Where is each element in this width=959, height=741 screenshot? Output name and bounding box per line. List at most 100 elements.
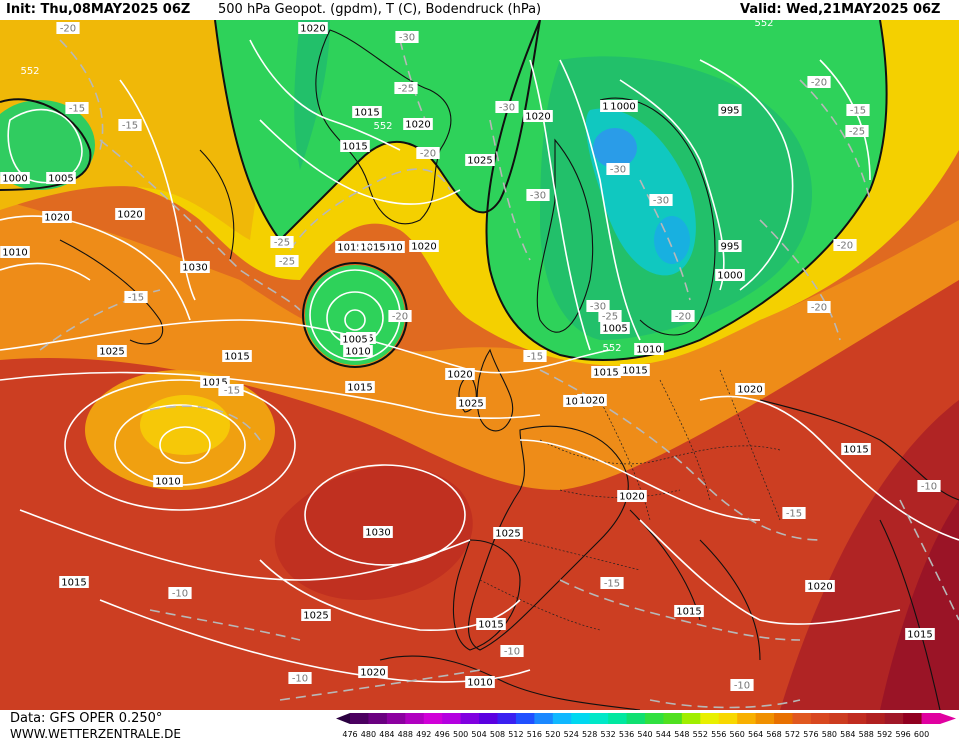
svg-text:1025: 1025: [467, 156, 492, 167]
svg-text:-20: -20: [837, 241, 853, 252]
svg-text:1000: 1000: [2, 174, 27, 185]
pressure-label: 1020: [409, 240, 439, 253]
colorbar-right-arrow: [940, 713, 956, 724]
pressure-label: 1020: [42, 211, 72, 224]
svg-text:1020: 1020: [807, 582, 832, 593]
colorbar-tick-label: 512: [508, 730, 523, 739]
temperature-labels: -20-15-30-25-20-30-25-30-30-30-15-20-25-…: [56, 22, 941, 692]
colorbar-tick-label: 476: [342, 730, 357, 739]
svg-text:1010: 1010: [636, 345, 661, 356]
svg-text:-20: -20: [811, 78, 827, 89]
svg-text:995: 995: [720, 242, 739, 253]
pressure-label: 1015: [345, 381, 375, 394]
pressure-label: 1025: [301, 609, 331, 622]
colorbar-tick-label: 556: [711, 730, 726, 739]
temperature-label: -20: [807, 76, 831, 89]
colorbar-tick-label: 544: [656, 730, 671, 739]
svg-text:-15: -15: [527, 352, 543, 363]
colorbar-swatch: [515, 713, 535, 724]
colorbar-swatch: [921, 713, 941, 724]
colorbar-swatch: [737, 713, 757, 724]
temperature-label: -25: [270, 236, 294, 249]
temperature-label: -30: [649, 194, 673, 207]
svg-text:-25: -25: [849, 127, 865, 138]
chart-header: Init: Thu,08MAY2025 06Z 500 hPa Geopot. …: [0, 0, 959, 20]
svg-text:1010: 1010: [377, 243, 402, 254]
temperature-label: -15: [118, 119, 142, 132]
temperature-label: -15: [65, 102, 89, 115]
height-label: 552: [20, 66, 39, 77]
colorbar-swatch: [810, 713, 830, 724]
colorbar-tick-label: 496: [435, 730, 450, 739]
colorbar-tick-label: 488: [398, 730, 413, 739]
data-source: Data: GFS OPER 0.250°: [10, 711, 163, 726]
svg-text:1015: 1015: [478, 620, 503, 631]
svg-text:1025: 1025: [99, 347, 124, 358]
colorbar-tick-label: 596: [895, 730, 910, 739]
temperature-label: -30: [395, 31, 419, 44]
field-green-cutoff: [305, 265, 405, 365]
colorbar-swatch: [645, 713, 664, 724]
svg-text:-20: -20: [675, 312, 691, 323]
colorbar-tick-label: 504: [471, 730, 486, 739]
field-blue-core2: [654, 216, 690, 264]
colorbar-swatch: [405, 713, 425, 724]
colorbar-tick-label: 564: [748, 730, 763, 739]
svg-text:1000: 1000: [610, 102, 635, 113]
colorbar-swatch: [442, 713, 462, 724]
field-blue-core: [593, 128, 637, 168]
colorbar-tick-label: 500: [453, 730, 468, 739]
svg-text:-30: -30: [653, 196, 669, 207]
temperature-label: -20: [56, 22, 80, 35]
height-label: 552: [356, 240, 375, 251]
colorbar-swatch: [663, 713, 683, 724]
svg-text:1015: 1015: [61, 578, 86, 589]
pressure-label: 1015: [59, 576, 89, 589]
svg-text:1030: 1030: [182, 263, 207, 274]
chart-title: 500 hPa Geopot. (gpdm), T (C), Bodendruc…: [218, 2, 542, 17]
pressure-label: 1015: [352, 106, 382, 119]
temperature-label: -15: [782, 507, 806, 520]
svg-text:-15: -15: [69, 104, 85, 115]
svg-text:-10: -10: [172, 589, 188, 600]
svg-text:1020: 1020: [300, 24, 325, 35]
colorbar-tick-label: 588: [859, 730, 874, 739]
svg-text:1030: 1030: [365, 528, 390, 539]
colorbar-swatch: [589, 713, 609, 724]
svg-text:-20: -20: [420, 149, 436, 160]
pressure-label: 1020: [577, 394, 607, 407]
colorbar-swatch: [829, 713, 849, 724]
svg-text:-20: -20: [392, 312, 408, 323]
colorbar-tick-label: 532: [600, 730, 615, 739]
svg-text:1015: 1015: [347, 383, 372, 394]
colorbar-swatch: [571, 713, 591, 724]
colorbar-tick-label: 560: [730, 730, 745, 739]
pressure-label: 1015: [620, 364, 650, 377]
field-orange-belt: [0, 200, 959, 490]
svg-text:-30: -30: [530, 191, 546, 202]
pressure-label: 1015: [476, 618, 506, 631]
svg-text:1020: 1020: [525, 112, 550, 123]
pressure-label: 1030: [363, 526, 393, 539]
svg-text:-25: -25: [279, 257, 295, 268]
colorbar-left-arrow: [336, 713, 350, 724]
colorbar-tick-label: 576: [803, 730, 818, 739]
colorbar-tick-label: 600: [914, 730, 929, 739]
pressure-label: 995: [718, 104, 742, 117]
colorbar-tick-label: 540: [637, 730, 652, 739]
colorbar-swatch: [534, 713, 554, 724]
svg-text:1025: 1025: [495, 529, 520, 540]
colorbar-swatch: [718, 713, 738, 724]
valid-time: Valid: Wed,21MAY2025 06Z: [740, 2, 941, 17]
pressure-labels: 1020101510151020102510151010100510009951…: [0, 22, 935, 689]
temperature-label: -20: [807, 301, 831, 314]
colorbar-swatch: [903, 713, 923, 724]
colorbar-swatch: [700, 713, 720, 724]
colorbar-tick-label: 548: [674, 730, 689, 739]
temperature-label: -25: [394, 82, 418, 95]
svg-text:1015: 1015: [843, 445, 868, 456]
svg-text:-15: -15: [604, 579, 620, 590]
colorbar-swatch: [460, 713, 480, 724]
colorbar-swatch: [423, 713, 443, 724]
init-time: Init: Thu,08MAY2025 06Z: [6, 2, 191, 17]
